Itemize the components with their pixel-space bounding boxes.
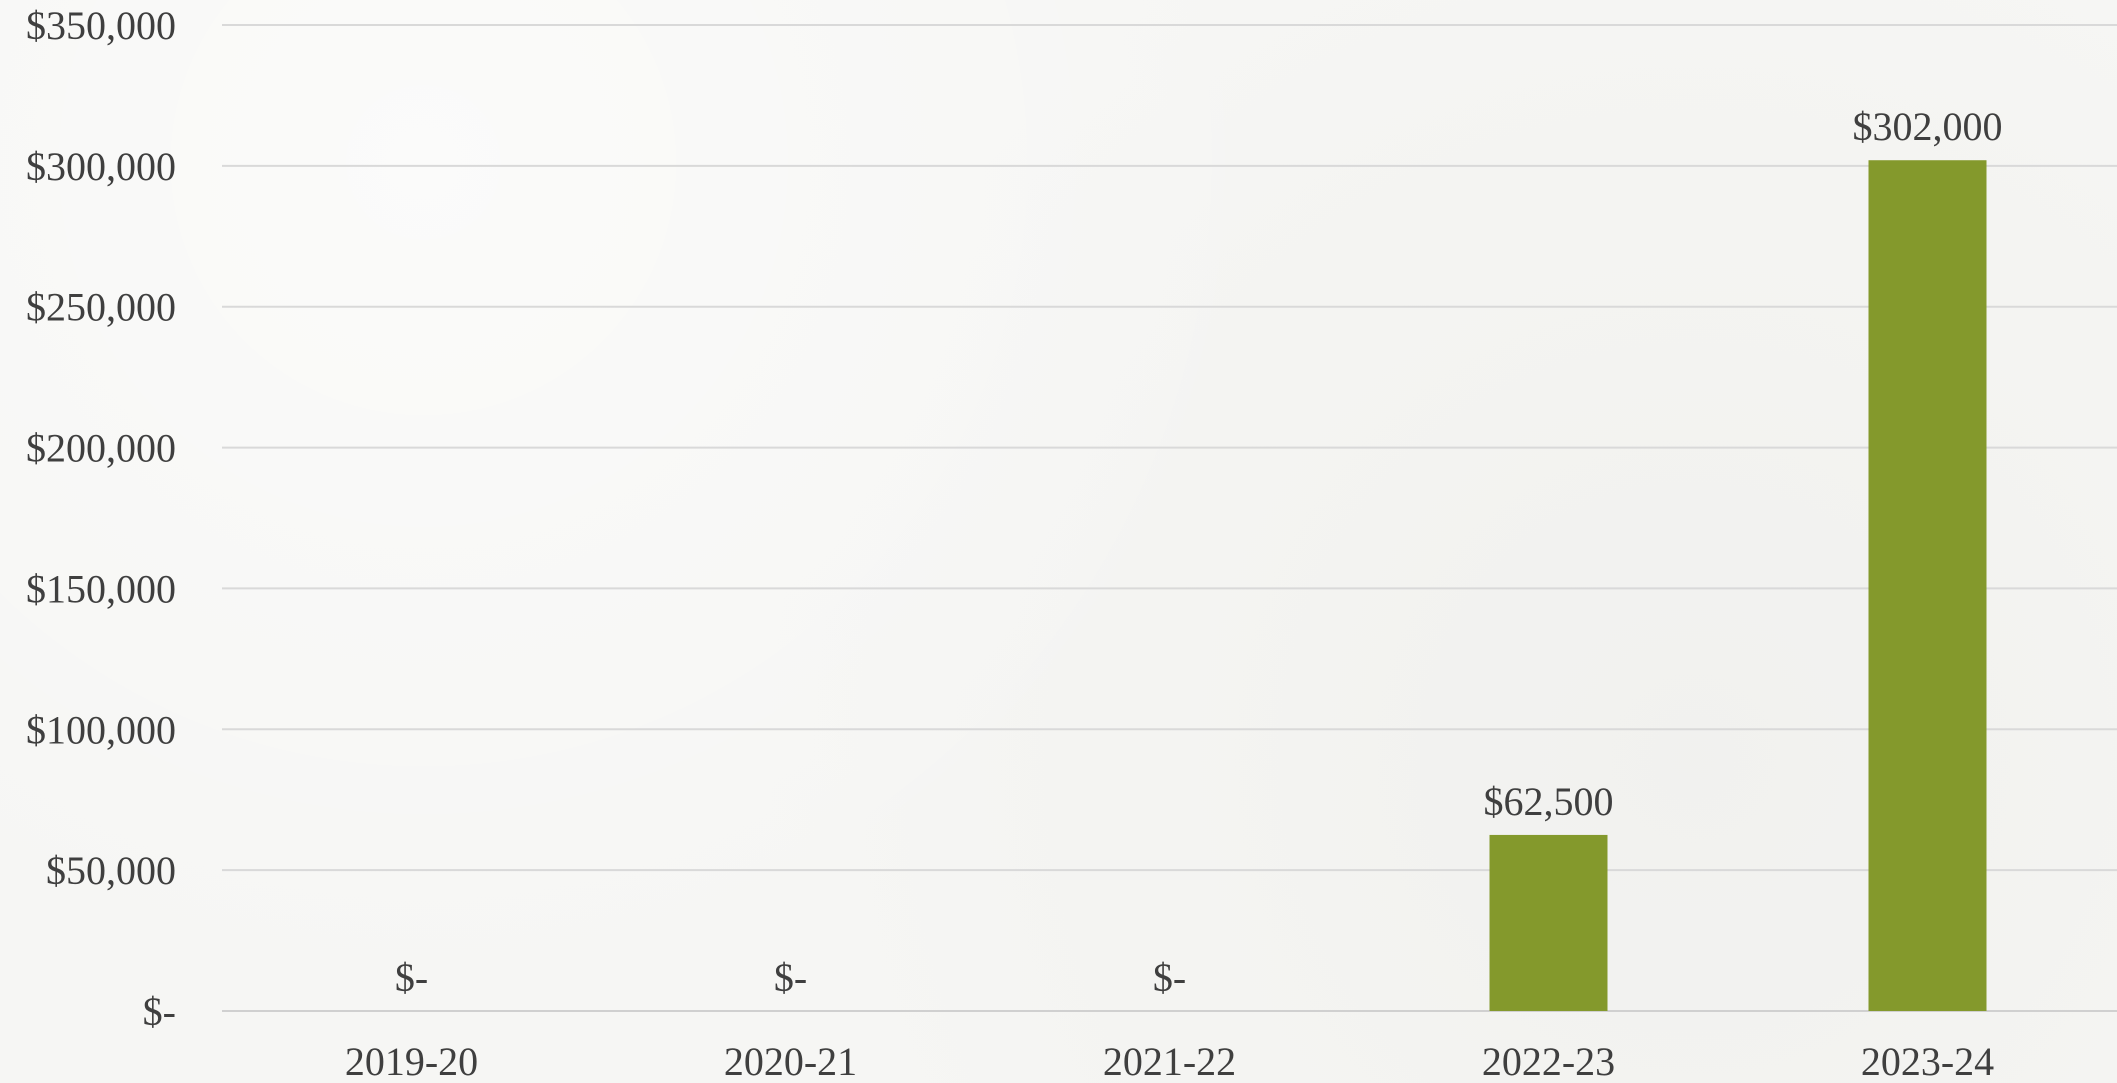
x-tick-label: 2021-22 [1103,1039,1236,1083]
y-tick-label: $50,000 [46,848,176,893]
y-tick-label: $100,000 [26,707,176,752]
y-tick-label: $150,000 [26,566,176,611]
y-tick-label: $- [143,989,176,1034]
x-tick-label: 2019-20 [345,1039,478,1083]
bar [1869,160,1987,1011]
data-label: $- [1153,955,1186,1000]
x-tick-label: 2023-24 [1861,1039,1994,1083]
x-tick-label: 2020-21 [724,1039,857,1083]
data-label: $62,500 [1484,779,1614,824]
y-tick-label: $250,000 [26,285,176,330]
bar [1490,835,1608,1011]
y-tick-label: $200,000 [26,426,176,471]
data-label: $- [395,955,428,1000]
y-tick-label: $300,000 [26,144,176,189]
x-tick-label: 2022-23 [1482,1039,1615,1083]
data-label: $302,000 [1853,104,2003,149]
y-tick-label: $350,000 [26,3,176,48]
data-label: $- [774,955,807,1000]
